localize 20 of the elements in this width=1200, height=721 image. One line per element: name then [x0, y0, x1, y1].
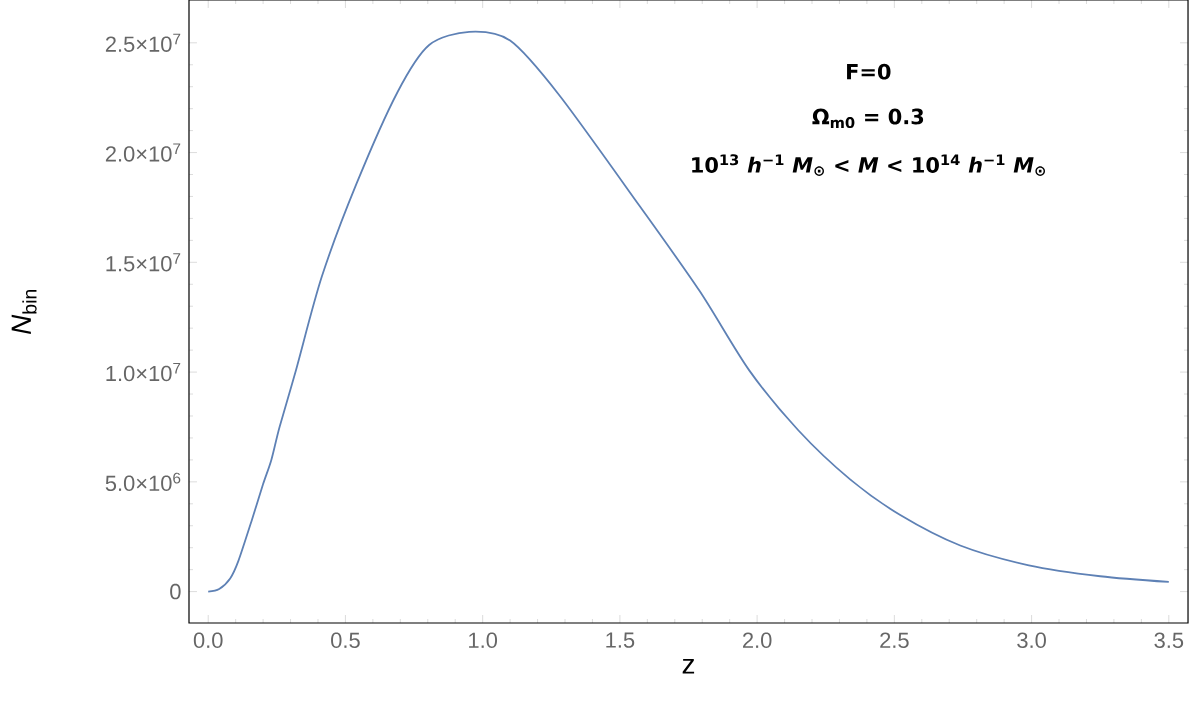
x-tick-label: 1.5 — [606, 632, 635, 648]
x-tick-label: 2.5 — [880, 632, 909, 649]
x-tick-label: 0.0 — [193, 632, 223, 649]
y-tick-label: 2.0×10$^{7}$ — [105, 143, 181, 162]
annotation: F=0 — [847, 63, 891, 80]
x-axis-title: z — [682, 658, 695, 674]
y-axis-title: N$_{bin}$ — [11, 289, 37, 334]
line-series — [207, 30, 1170, 593]
x-tick-label: 0.5 — [331, 632, 360, 649]
x-tick-label: 3.5 — [1154, 632, 1184, 649]
y-tick-label: 0 — [170, 583, 181, 600]
annotation: Ω$_{m0}$ = 0.3 — [812, 108, 924, 129]
y-tick-label: 2.5×10$^{7}$ — [105, 33, 181, 52]
y-tick-label: 5.0×10$^{6}$ — [105, 472, 181, 492]
x-tick-label: 1.0 — [469, 632, 498, 649]
text: 10$^{13}$ h$^{−1}$ M$_{⊙}$ < M < 10$^{14}$ h$^{−1}$ M$_{⊙}$ — [692, 154, 1045, 176]
y-tick-label: 1.0×10$^{7}$ — [106, 362, 181, 382]
y-tick-label: 1.5×10$^{7}$ — [106, 253, 181, 272]
x-tick-label: 2.0 — [743, 632, 772, 649]
x-tick-label: 3.0 — [1017, 632, 1046, 649]
